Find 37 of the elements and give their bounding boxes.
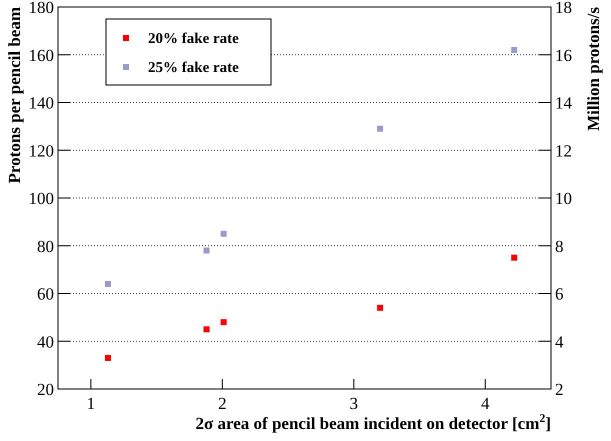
x-axis-title: 2σ area of pencil beam incident on detector [cm$^{2}$] [196, 411, 551, 433]
y2-tick-label: 8 [555, 236, 564, 256]
x-tick-label: 2 [218, 394, 227, 413]
y2-axis-title: Million protons/s [584, 6, 603, 131]
point [220, 319, 227, 326]
point [220, 230, 227, 237]
y-tick-label: 160 [28, 46, 54, 65]
x-tick-label: 1 [86, 394, 96, 413]
y-tick-label: 60 [37, 284, 54, 304]
point [204, 248, 210, 254]
y2-tick-label: 2 [555, 380, 564, 399]
y2-tick-label: 14 [555, 94, 572, 112]
y2-tick-label: 18 [555, 0, 572, 17]
legend-label: 25% fake rate [148, 60, 240, 76]
y2-tick-label: 4 [555, 332, 564, 352]
x-tick-label: 3 [350, 394, 358, 413]
point [377, 126, 384, 132]
x-tick-label: 4 [481, 394, 490, 413]
point [204, 326, 210, 332]
y2-tick-label: 16 [555, 46, 572, 65]
point [377, 304, 384, 311]
y-tick-label: 80 [37, 236, 54, 256]
y2-tick-label: 12 [555, 141, 572, 160]
y-tick-label: 140 [28, 94, 54, 112]
point [104, 354, 111, 361]
point [511, 254, 518, 261]
y2-tick-label: 10 [555, 189, 572, 208]
y-tick-label: 120 [28, 141, 54, 160]
y2-tick-label: 6 [555, 284, 564, 304]
y-axis-title: Protons per pencil beam [5, 7, 24, 184]
point [104, 280, 111, 287]
y-tick-label: 180 [28, 0, 54, 17]
y-tick-label: 20 [37, 380, 54, 399]
legend-label: 20% fake rate [148, 31, 240, 47]
y-tick-label: 100 [28, 189, 54, 208]
point [511, 46, 518, 53]
y-tick-label: 40 [37, 332, 54, 352]
